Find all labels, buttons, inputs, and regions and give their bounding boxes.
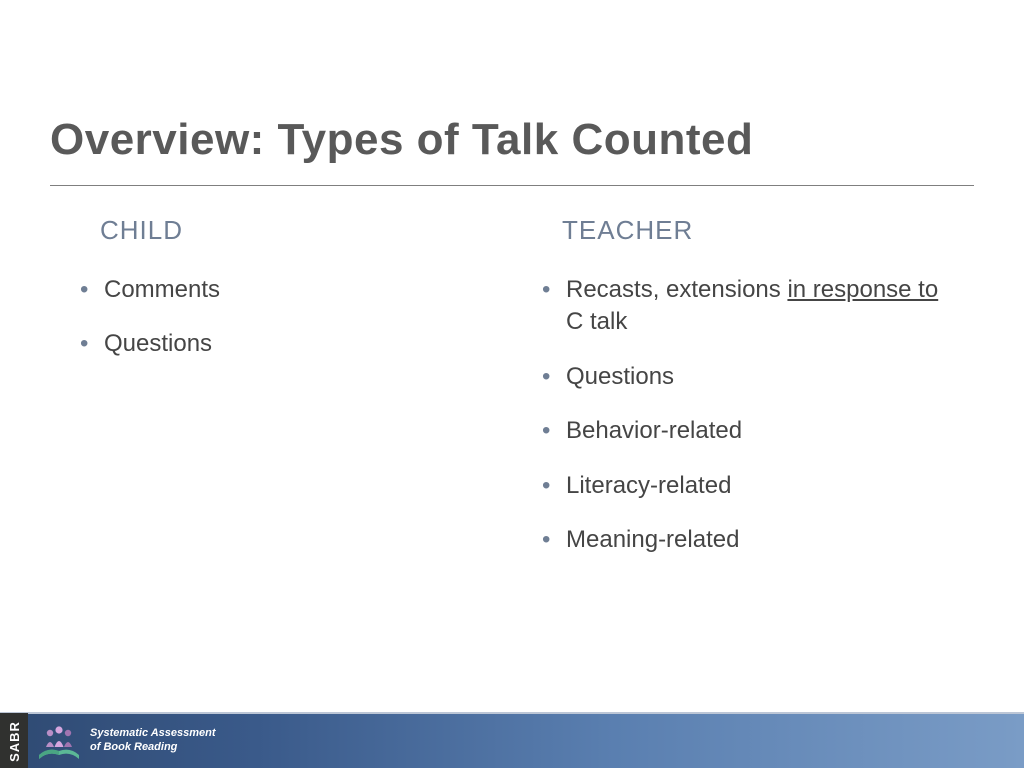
title-divider xyxy=(50,185,974,186)
list-item: Literacy-related xyxy=(542,470,954,502)
heading-child: CHILD xyxy=(100,215,492,246)
list-item-text: Questions xyxy=(104,330,212,357)
slide-title: Overview: Types of Talk Counted xyxy=(50,115,753,165)
list-item-underlined: in response to xyxy=(787,276,938,303)
list-item-text: Comments xyxy=(104,276,220,303)
column-teacher: TEACHER Recasts, extensions in response … xyxy=(512,215,974,578)
content-columns: CHILD Comments Questions TEACHER Recasts… xyxy=(50,215,974,578)
list-item: Questions xyxy=(80,328,492,360)
list-item: Recasts, extensions in response to C tal… xyxy=(542,274,954,339)
program-name: Systematic Assessment of Book Reading xyxy=(90,727,216,755)
program-line1: Systematic Assessment xyxy=(90,727,216,741)
child-list: Comments Questions xyxy=(80,274,492,361)
list-item-text: Questions xyxy=(566,363,674,390)
footer-bar: SABR Systematic Assessment of Book Readi… xyxy=(0,712,1024,768)
sabr-side-label: SABR xyxy=(0,713,28,768)
list-item: Behavior-related xyxy=(542,415,954,447)
heading-teacher: TEACHER xyxy=(562,215,954,246)
column-child: CHILD Comments Questions xyxy=(50,215,512,578)
list-item-prefix: Recasts, extensions xyxy=(566,276,787,303)
list-item: Comments xyxy=(80,274,492,306)
logo-block: Systematic Assessment of Book Reading xyxy=(28,721,216,761)
teacher-list: Recasts, extensions in response to C tal… xyxy=(542,274,954,556)
list-item-suffix: C talk xyxy=(566,308,627,335)
program-line2: of Book Reading xyxy=(90,741,216,755)
list-item-text: Literacy-related xyxy=(566,472,731,499)
slide: Overview: Types of Talk Counted CHILD Co… xyxy=(0,0,1024,768)
sabr-text: SABR xyxy=(7,721,22,762)
list-item-text: Behavior-related xyxy=(566,417,742,444)
list-item: Meaning-related xyxy=(542,524,954,556)
book-people-icon xyxy=(36,721,82,761)
list-item: Questions xyxy=(542,361,954,393)
list-item-text: Meaning-related xyxy=(566,526,739,553)
